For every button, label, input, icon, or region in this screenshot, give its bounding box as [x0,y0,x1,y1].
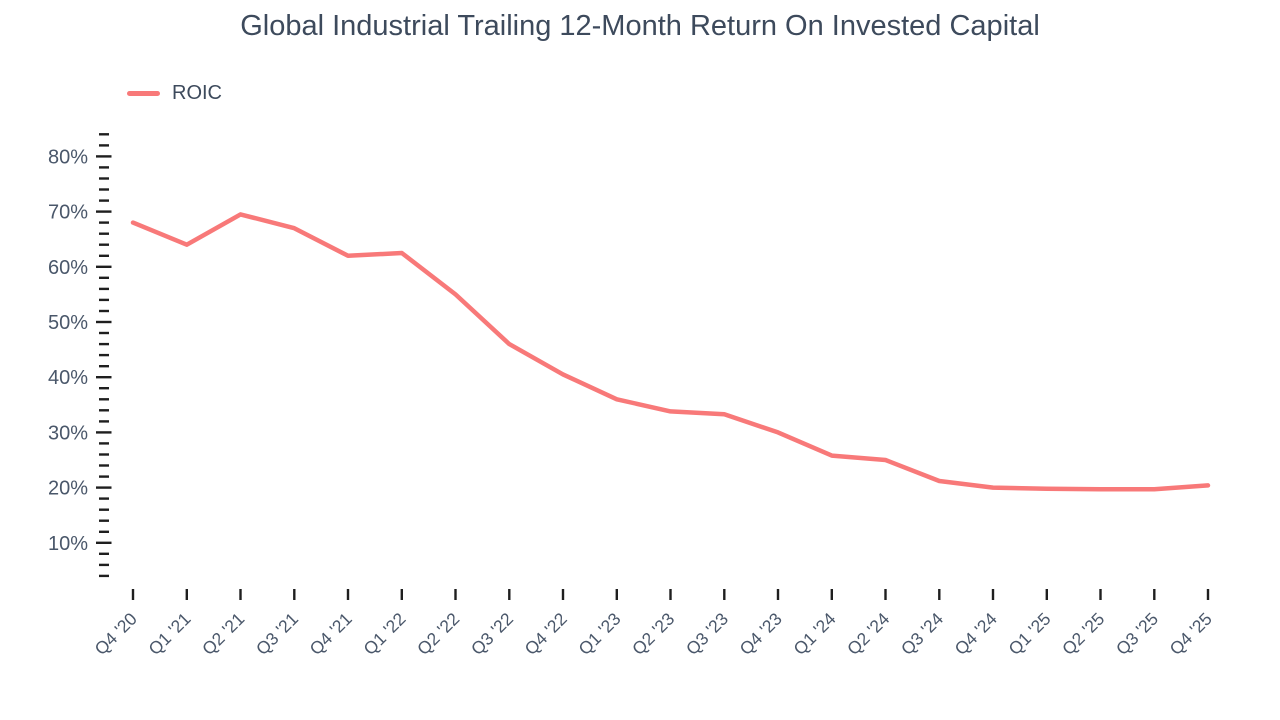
x-axis-tick-label: Q2 '21 [198,609,248,659]
x-axis-tick-label: Q1 '23 [574,609,624,659]
x-axis-tick-label: Q2 '23 [628,609,678,659]
x-axis-tick-label: Q1 '25 [1004,609,1054,659]
y-axis-tick-label: 80% [48,146,88,168]
y-axis-tick-label: 70% [48,202,88,224]
y-axis-tick-label: 50% [48,312,88,334]
x-axis-tick-label: Q4 '24 [951,608,1001,658]
x-axis-tick-label: Q3 '23 [682,609,732,659]
legend-line-swatch [127,91,160,96]
y-axis-tick-label: 30% [48,422,88,444]
x-axis-tick-label: Q4 '22 [521,609,571,659]
x-axis-tick-label: Q3 '22 [467,609,517,659]
legend[interactable]: ROIC [127,82,222,105]
chart-title: Global Industrial Trailing 12-Month Retu… [240,10,1040,42]
x-axis-tick-label: Q1 '22 [359,609,409,659]
x-axis-tick-label: Q2 '22 [413,609,463,659]
legend-label: ROIC [172,82,222,104]
y-axis-tick-label: 60% [48,257,88,279]
x-axis-tick-label: Q4 '25 [1166,609,1216,659]
x-axis-tick-label: Q1 '24 [789,608,839,658]
roic-line[interactable] [130,212,1211,492]
x-axis-tick-label: Q4 '20 [91,608,141,658]
x-axis-tick-label: Q2 '24 [843,608,893,658]
x-axis-tick-label: Q3 '21 [252,609,302,659]
x-axis-tick-label: Q2 '25 [1058,609,1108,659]
x-axis-tick-label: Q3 '24 [897,608,947,658]
y-axis-tick-label: 20% [48,478,88,500]
x-axis-tick-label: Q1 '21 [144,609,194,659]
x-axis-tick-label: Q4 '21 [306,609,356,659]
y-axis-tick-label: 10% [48,533,88,555]
x-axis-tick-label: Q4 '23 [736,609,786,659]
y-axis-tick-label: 40% [48,367,88,389]
x-axis-tick-label: Q3 '25 [1112,609,1162,659]
